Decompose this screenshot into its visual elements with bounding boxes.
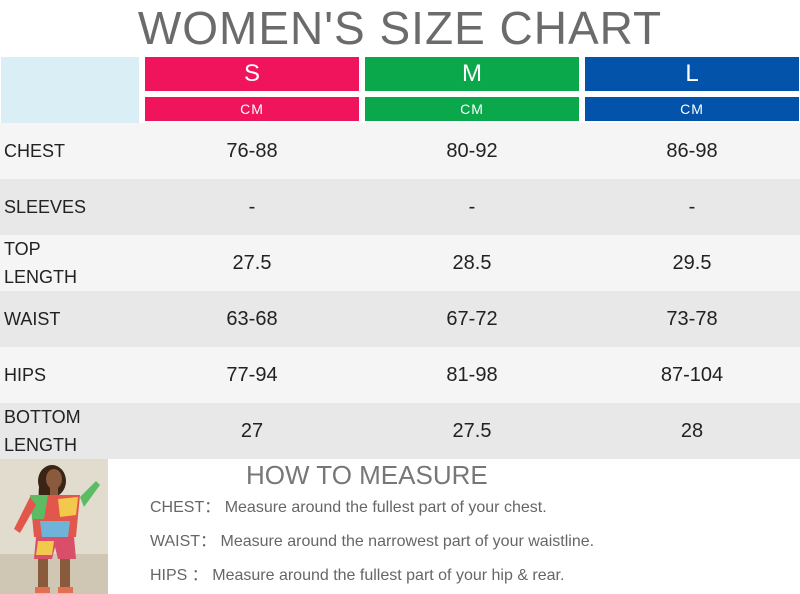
row-label: SLEEVES: [4, 197, 87, 217]
table-cell: -: [248, 195, 256, 218]
table-row-bottom-length: BOTTOM LENGTH 27 27.5 28: [0, 403, 800, 459]
row-label: TOP LENGTH: [4, 239, 78, 287]
table-cell: -: [688, 195, 696, 218]
table-row-sleeves: SLEEVES - - -: [0, 179, 800, 235]
table-cell: 28.5: [452, 251, 492, 274]
table-cell: 73-78: [666, 307, 718, 330]
measure-key: HIPS ：: [150, 567, 208, 584]
table-cell: 63-68: [226, 307, 278, 330]
measure-instruction-hips: HIPS ： Measure around the fullest part o…: [150, 566, 564, 586]
row-label: BOTTOM LENGTH: [4, 407, 81, 455]
table-cell: 67-72: [446, 307, 498, 330]
model-figure-icon: [0, 459, 108, 594]
row-label: HIPS: [4, 365, 47, 385]
table-row-top-length: TOP LENGTH 27.5 28.5 29.5: [0, 235, 800, 291]
table-row-hips: HIPS 77-94 81-98 87-104: [0, 347, 800, 403]
table-cell: 76-88: [226, 139, 278, 162]
size-header-s: S: [145, 57, 359, 91]
unit-header-s: CM: [145, 97, 359, 121]
size-header-l: L: [585, 57, 799, 91]
unit-header-m: CM: [365, 97, 579, 121]
measure-text: Measure around the fullest part of your …: [212, 567, 565, 584]
chart-title: WOMEN'S SIZE CHART: [137, 2, 663, 54]
measure-text: Measure around the narrowest part of you…: [220, 533, 595, 550]
measure-text: Measure around the fullest part of your …: [224, 499, 547, 516]
row-label: CHEST: [4, 141, 66, 161]
table-cell: 81-98: [446, 363, 498, 386]
table-cell: 29.5: [672, 251, 712, 274]
table-cell: 77-94: [226, 363, 278, 386]
measure-key: CHEST：: [150, 499, 221, 516]
measure-instruction-waist: WAIST： Measure around the narrowest part…: [150, 532, 594, 552]
table-cell: 28: [680, 419, 704, 442]
size-header-m: M: [365, 57, 579, 91]
table-cell: 87-104: [660, 363, 724, 386]
table-cell: 27.5: [232, 251, 272, 274]
unit-header-l: CM: [585, 97, 799, 121]
table-row-chest: CHEST 76-88 80-92 86-98: [0, 123, 800, 179]
table-cell: 27: [240, 419, 264, 442]
table-cell: -: [468, 195, 476, 218]
table-row-waist: WAIST 63-68 67-72 73-78: [0, 291, 800, 347]
table-cell: 80-92: [446, 139, 498, 162]
measure-key: WAIST：: [150, 533, 217, 550]
how-to-measure-title: HOW TO MEASURE: [246, 460, 488, 490]
header-corner: [1, 57, 139, 123]
row-label: WAIST: [4, 309, 61, 329]
table-cell: 86-98: [666, 139, 718, 162]
table-cell: 27.5: [452, 419, 492, 442]
model-photo: [0, 459, 108, 594]
measure-instruction-chest: CHEST： Measure around the fullest part o…: [150, 498, 547, 518]
